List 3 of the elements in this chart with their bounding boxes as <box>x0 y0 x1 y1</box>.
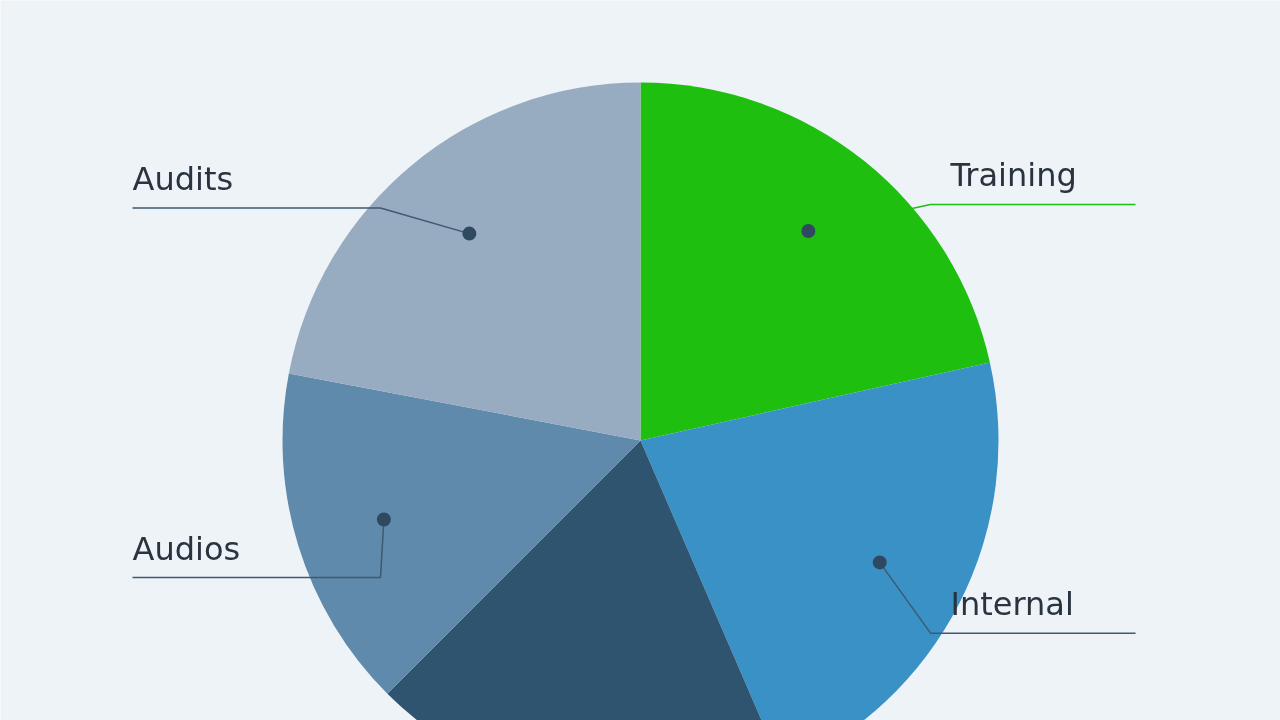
slice-label: Training <box>949 156 1077 195</box>
slice-label: Audios <box>132 529 241 568</box>
slice-label: Audits <box>132 159 234 198</box>
